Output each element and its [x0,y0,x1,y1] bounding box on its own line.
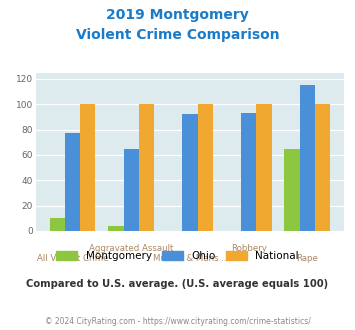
Text: All Violent Crime: All Violent Crime [37,254,108,263]
Text: 2019 Montgomery: 2019 Montgomery [106,8,249,22]
Bar [139,104,154,231]
Bar [65,133,80,231]
Text: © 2024 CityRating.com - https://www.cityrating.com/crime-statistics/: © 2024 CityRating.com - https://www.city… [45,317,310,326]
Bar [80,104,95,231]
Text: Rape: Rape [296,254,318,263]
Bar [124,148,139,231]
Bar [108,226,124,231]
Text: Compared to U.S. average. (U.S. average equals 100): Compared to U.S. average. (U.S. average … [26,279,329,289]
Text: Aggravated Assault: Aggravated Assault [89,244,173,253]
Bar [315,104,330,231]
Bar [182,115,198,231]
Text: Violent Crime Comparison: Violent Crime Comparison [76,28,279,42]
Bar [198,104,213,231]
Bar [241,113,256,231]
Bar [256,104,272,231]
Text: Robbery: Robbery [231,244,267,253]
Bar [284,148,300,231]
Bar [300,85,315,231]
Bar [50,218,65,231]
Text: Murder & Mans...: Murder & Mans... [153,254,227,263]
Legend: Montgomery, Ohio, National: Montgomery, Ohio, National [56,251,299,261]
